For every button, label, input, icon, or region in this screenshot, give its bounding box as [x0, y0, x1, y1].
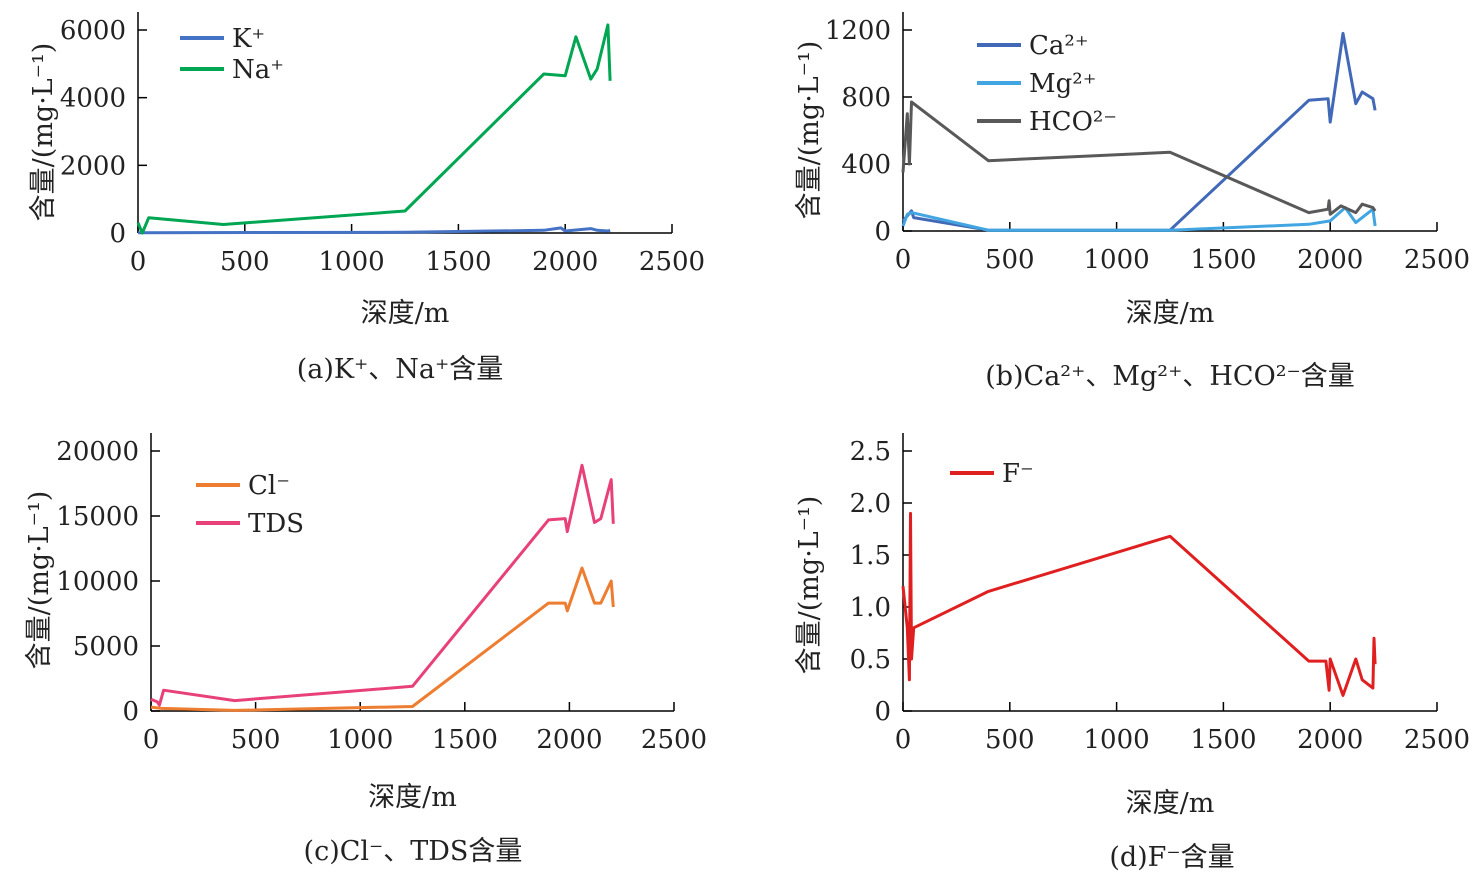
x-tick-label: 1500 — [1190, 245, 1256, 275]
y-tick-label: 2.0 — [850, 489, 891, 519]
series-line-0 — [901, 511, 1377, 697]
panel-0: 0 500 1000 1500 2000 2500 0 2000 4000 6000 深度/m 含量/… — [28, 12, 705, 385]
x-tick-label: 0 — [895, 725, 912, 755]
x-tick-label: 2000 — [536, 725, 602, 755]
x-tick-label: 0 — [143, 725, 160, 755]
y-tick-label: 15000 — [56, 502, 139, 532]
series-line-1 — [150, 463, 615, 707]
x-tick-label: 2500 — [1404, 245, 1470, 275]
y-tick-label: 6000 — [60, 16, 126, 46]
x-tick-label: 500 — [231, 725, 281, 755]
legend-label: Mg²⁺ — [1029, 69, 1096, 99]
series-line-2 — [901, 100, 1377, 216]
x-tick-label: 500 — [220, 247, 270, 277]
x-tick-label: 1500 — [1190, 725, 1256, 755]
x-tick-label: 2500 — [1404, 725, 1470, 755]
panel-caption: (d)F⁻含量 — [1109, 842, 1234, 873]
y-tick-label: 400 — [841, 150, 891, 180]
x-axis-label: 深度/m — [361, 298, 450, 329]
panel-caption: (b)Ca²⁺、Mg²⁺、HCO²⁻含量 — [985, 361, 1355, 392]
x-tick-label: 1500 — [432, 725, 498, 755]
panel-caption: (a)K⁺、Na⁺含量 — [297, 354, 504, 385]
panel-caption: (c)Cl⁻、TDS含量 — [304, 836, 523, 867]
series-line-1 — [901, 206, 1377, 232]
legend-label: F⁻ — [1002, 459, 1034, 489]
x-tick-label: 1000 — [1084, 725, 1150, 755]
y-tick-label: 0 — [874, 217, 891, 247]
series-line-0 — [901, 31, 1377, 232]
panel-1: 0 500 1000 1500 2000 2500 0 400 800 1200 深度/m 含量/(m… — [794, 12, 1470, 392]
y-axis-label: 含量/(mg·L⁻¹) — [24, 491, 55, 670]
y-axis-label: 含量/(mg·L⁻¹) — [794, 41, 825, 220]
y-axis-label: 含量/(mg·L⁻¹) — [794, 496, 825, 675]
y-tick-label: 1200 — [825, 16, 891, 46]
series-line-1 — [136, 23, 612, 235]
x-axis-label: 深度/m — [1126, 788, 1215, 819]
y-tick-label: 2.5 — [850, 437, 891, 467]
legend-label: HCO²⁻ — [1029, 107, 1117, 137]
legend-label: Cl⁻ — [248, 471, 290, 501]
x-tick-label: 1000 — [327, 725, 393, 755]
y-tick-label: 0 — [874, 697, 891, 727]
y-tick-label: 0 — [109, 219, 126, 249]
y-tick-label: 4000 — [60, 84, 126, 114]
y-tick-label: 0 — [122, 697, 139, 727]
x-tick-label: 1500 — [425, 247, 491, 277]
x-tick-label: 0 — [130, 247, 147, 277]
series-line-0 — [137, 226, 611, 235]
y-tick-label: 1.0 — [850, 593, 891, 623]
x-tick-label: 2000 — [1297, 725, 1363, 755]
x-tick-label: 1000 — [1084, 245, 1150, 275]
x-tick-label: 500 — [985, 245, 1035, 275]
y-axis-label: 含量/(mg·L⁻¹) — [28, 43, 59, 222]
x-tick-label: 2500 — [639, 247, 705, 277]
y-tick-label: 20000 — [56, 437, 139, 467]
legend-label: Na⁺ — [232, 55, 284, 85]
x-tick-label: 2000 — [532, 247, 598, 277]
legend-label: K⁺ — [232, 24, 265, 54]
x-tick-label: 0 — [895, 245, 912, 275]
panel-3: 0 500 1000 1500 2000 2500 0 0.5 1.0 1.5 2.0 2.5 深度/m… — [794, 433, 1470, 873]
y-tick-label: 5000 — [73, 632, 139, 662]
panel-2: 0 500 1000 1500 2000 2500 0 5000 10000 15000 20000… — [24, 433, 707, 867]
series-line-0 — [150, 566, 615, 712]
legend-label: TDS — [248, 509, 304, 539]
y-tick-label: 10000 — [56, 567, 139, 597]
y-tick-label: 1.5 — [850, 541, 891, 571]
y-tick-label: 2000 — [60, 151, 126, 181]
legend-label: Ca²⁺ — [1029, 31, 1089, 61]
y-tick-label: 0.5 — [850, 645, 891, 675]
x-tick-label: 500 — [985, 725, 1035, 755]
x-tick-label: 2500 — [641, 725, 707, 755]
x-axis-label: 深度/m — [368, 782, 457, 813]
x-tick-label: 1000 — [319, 247, 385, 277]
x-axis-label: 深度/m — [1126, 298, 1215, 329]
y-tick-label: 800 — [841, 83, 891, 113]
x-tick-label: 2000 — [1297, 245, 1363, 275]
